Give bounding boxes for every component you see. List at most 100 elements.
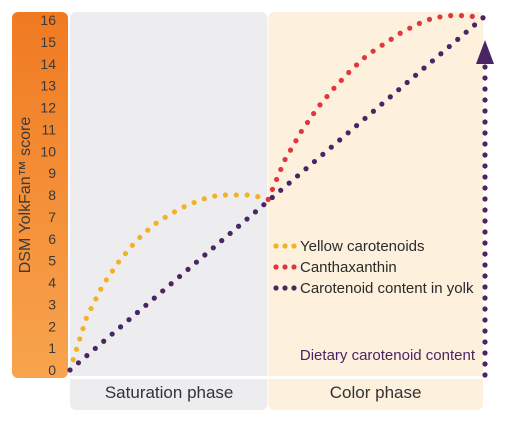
series-point [429, 58, 436, 64]
y-tick-label: 2 [48, 318, 56, 334]
series-point [278, 166, 284, 173]
series-point [210, 245, 216, 251]
annotation-arrow-dot [482, 196, 488, 202]
legend-swatch-dot [291, 285, 297, 291]
annotation-arrow-dot [482, 229, 488, 235]
legend-swatch-dot [282, 243, 288, 249]
series-point [212, 193, 218, 199]
legend-swatch-dot [273, 264, 279, 270]
y-axis-title: DSM YolkFan™ score [17, 117, 34, 274]
series-2 [67, 15, 486, 373]
series-point [193, 259, 200, 265]
series-point [361, 55, 368, 61]
series-point [353, 123, 360, 129]
phase-band-0 [70, 12, 268, 410]
annotation-arrow-dot [482, 295, 488, 301]
annotation-label: Dietary carotenoid content [300, 347, 476, 364]
series-point [70, 357, 76, 363]
series-point [448, 13, 454, 19]
series-point [274, 176, 280, 183]
series-point [346, 69, 352, 76]
phase-label-1: Color phase [330, 383, 422, 402]
phase-label-0: Saturation phase [105, 383, 234, 402]
annotation-arrow-dot [482, 372, 488, 378]
series-point [287, 147, 294, 153]
annotation-arrow-dot [482, 306, 488, 312]
series-point [304, 119, 311, 126]
series-point [168, 281, 174, 287]
legend-swatch-dot [291, 243, 297, 249]
series-point [446, 43, 452, 50]
series-point [98, 286, 104, 292]
y-tick-label: 14 [40, 56, 56, 72]
series-1 [265, 13, 486, 202]
annotation-arrow-dot [482, 152, 488, 158]
series-point [458, 13, 465, 19]
series-point [294, 173, 301, 179]
legend-item-0: Yellow carotenoids [273, 238, 425, 255]
series-point [92, 345, 98, 352]
series-point [337, 137, 343, 143]
annotation-arrow-dot [482, 317, 488, 323]
series-point [269, 194, 275, 201]
legend-swatch-dot [282, 285, 288, 291]
series-point [75, 360, 82, 366]
annotation-arrow-dot [482, 251, 488, 257]
series-point [379, 101, 385, 107]
annotation-arrow-dot [482, 273, 488, 279]
series-point [171, 209, 178, 215]
legend-swatch-dot [273, 243, 279, 249]
phase-divider [68, 376, 489, 379]
annotation-arrow-dot [482, 284, 488, 290]
series-point [311, 158, 318, 165]
series-point [388, 36, 394, 42]
y-tick-label: 4 [48, 275, 56, 291]
series-point [176, 273, 183, 280]
annotation-arrow-dot [482, 262, 488, 268]
series-point [397, 30, 403, 36]
series-point [80, 326, 86, 332]
series-point [117, 324, 124, 330]
series-point [227, 230, 233, 237]
series-point [471, 22, 478, 28]
series-point [244, 192, 250, 198]
annotation-arrow-dot [482, 328, 488, 334]
annotation-arrow-dot [482, 119, 488, 125]
series-point [265, 196, 271, 202]
series-point [181, 204, 187, 210]
y-tick-label: 7 [48, 209, 56, 225]
series-point [455, 36, 461, 42]
series-point [438, 51, 444, 57]
annotation-arrow-dot [482, 350, 488, 356]
series-point [331, 85, 337, 91]
series-point [387, 94, 393, 100]
y-axis-band [12, 12, 68, 378]
y-tick-label: 13 [40, 78, 56, 94]
series-point [362, 115, 368, 122]
series-point [122, 251, 129, 257]
series-point [109, 268, 116, 274]
series-point [93, 296, 99, 302]
series-point [353, 62, 360, 68]
annotation-arrow-dot [482, 185, 488, 191]
series-point [153, 220, 159, 226]
series-point [103, 277, 109, 283]
series-point [282, 156, 288, 163]
series-point [416, 20, 423, 26]
series-point [67, 367, 73, 373]
annotation-arrow-dot [482, 97, 488, 103]
series-point [160, 288, 166, 294]
series-point [219, 238, 225, 244]
series-point [286, 180, 292, 186]
series-point [278, 187, 284, 193]
legend-item-2: Carotenoid content in yolk [273, 280, 474, 297]
y-tick-label: 12 [40, 100, 56, 116]
series-point [261, 202, 267, 208]
annotation-arrow-dot [482, 108, 488, 114]
annotation-arrow-dot [482, 339, 488, 345]
annotation-arrow-dot [482, 174, 488, 180]
y-tick-label: 8 [48, 187, 56, 203]
series-point [407, 25, 413, 31]
annotation-arrow-dot [482, 218, 488, 224]
